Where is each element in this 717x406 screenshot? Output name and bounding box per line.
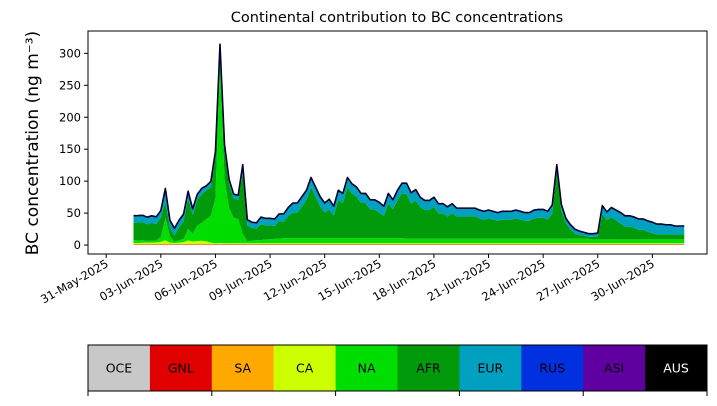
- area-series-sa: [134, 244, 685, 245]
- legend-label-afr: AFR: [416, 361, 441, 376]
- legend-label-gnl: GNL: [168, 361, 194, 376]
- y-tick-label: 300: [59, 46, 81, 60]
- legend-label-asi: ASI: [604, 361, 624, 376]
- legend-label-eur: EUR: [477, 361, 503, 376]
- legend-label-sa: SA: [234, 361, 251, 376]
- plot-area: 05010015020025030031-May-202503-Jun-2025…: [38, 31, 707, 306]
- y-tick-label: 0: [74, 238, 81, 252]
- y-tick-label: 250: [59, 78, 81, 92]
- legend-label-oce: OCE: [106, 361, 133, 376]
- legend-label-na: NA: [358, 361, 376, 376]
- x-tick-label: 31-May-2025: [38, 256, 111, 306]
- y-tick-label: 150: [59, 142, 81, 156]
- y-tick-label: 50: [66, 206, 81, 220]
- legend-label-rus: RUS: [539, 361, 565, 376]
- legend-label-ca: CA: [296, 361, 314, 376]
- y-axis-label: BC concentration (ng m⁻³): [23, 31, 43, 255]
- y-tick-label: 200: [59, 110, 81, 124]
- legend-label-aus: AUS: [663, 361, 689, 376]
- legend-colorbar: OCE GNL SA CA NA AFR EUR RUS ASI AUS: [88, 345, 708, 396]
- y-tick-label: 100: [59, 174, 81, 188]
- chart-title: Continental contribution to BC concentra…: [231, 10, 563, 26]
